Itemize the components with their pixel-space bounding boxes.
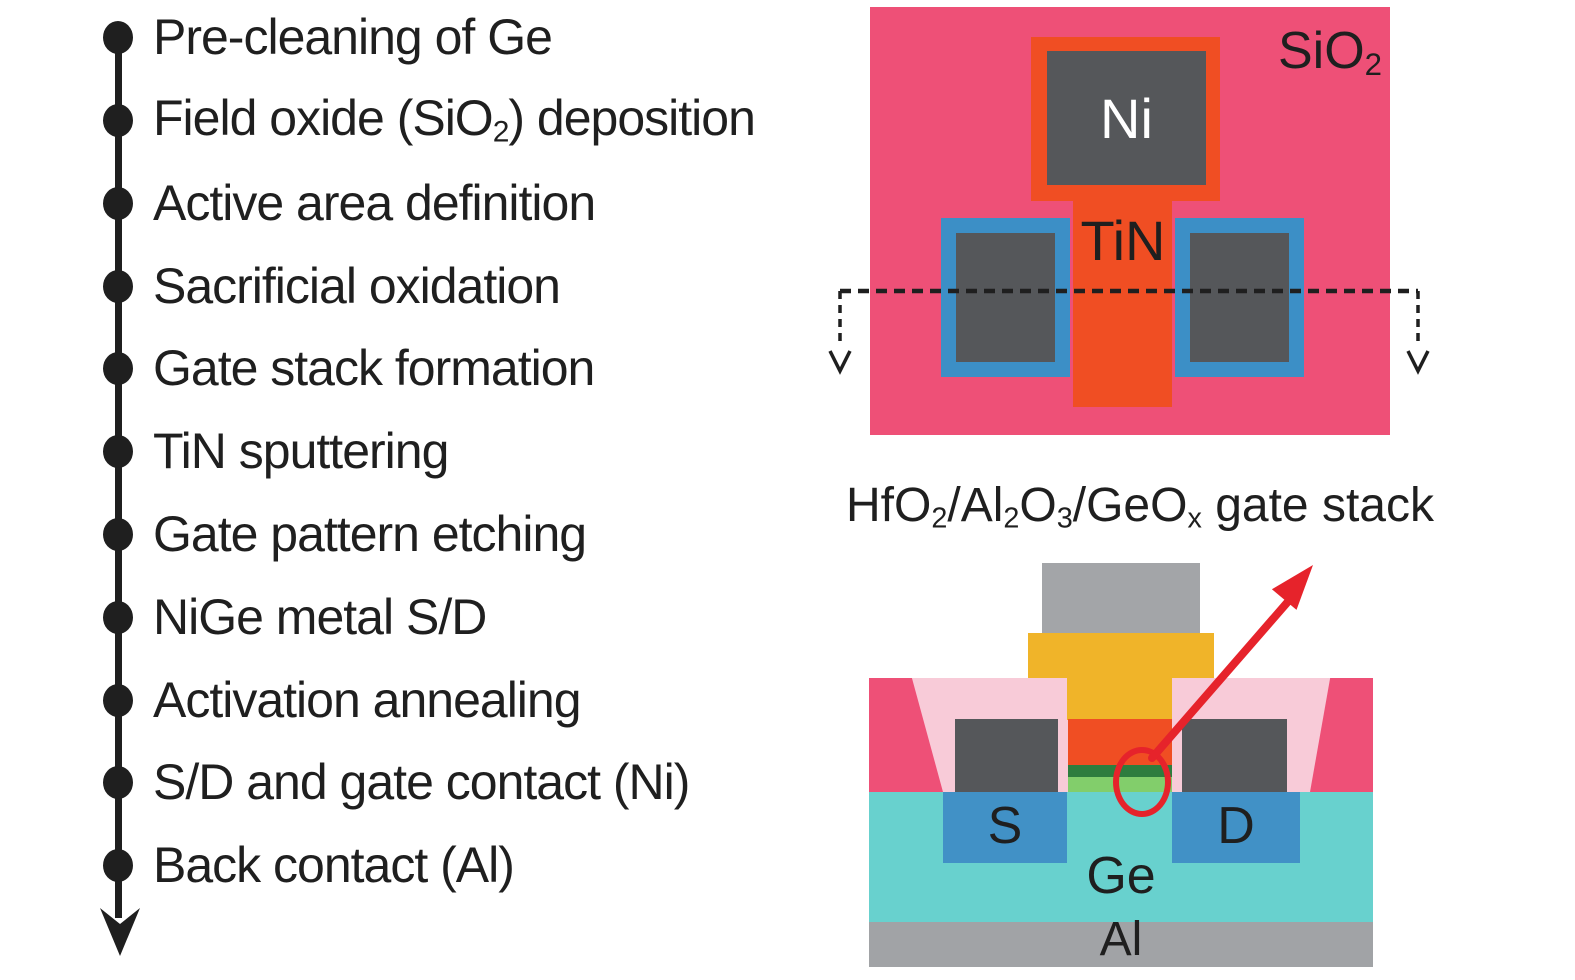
source-well: S	[943, 792, 1067, 863]
timeline-line	[115, 30, 122, 918]
process-step-label: NiGe metal S/D	[153, 589, 487, 645]
timeline-arrowhead-icon	[100, 908, 140, 956]
process-step: Sacrificial oxidation	[103, 256, 561, 316]
source-label: S	[987, 797, 1023, 855]
process-step-label: Activation annealing	[153, 672, 582, 728]
sd-pad-right	[1175, 218, 1304, 377]
tin-gate-top	[1028, 633, 1214, 679]
cross-section-title: HfO2/Al2O3/GeOx gate stack	[846, 479, 1434, 535]
process-step-label: Pre-cleaning of Ge	[153, 9, 553, 65]
tin-label: TiN	[1080, 209, 1166, 272]
bullet-dot	[103, 434, 133, 468]
sio2-label: SiO2	[1277, 22, 1382, 82]
drain-metal-contact	[1182, 719, 1287, 792]
gate-stack-highlight-circle	[1113, 747, 1171, 817]
drain-well: D	[1172, 792, 1300, 863]
tin-gate-line	[1073, 201, 1172, 407]
process-step-label: Field oxide (SiO2) deposition	[153, 89, 756, 149]
topview-diagram: Ni TiN SiO2	[870, 7, 1390, 435]
process-step-label: TiN sputtering	[153, 423, 449, 479]
process-step: TiN sputtering	[103, 421, 449, 481]
ge-substrate: S D Ge	[869, 792, 1373, 922]
process-step: S/D and gate contact (Ni)	[103, 752, 690, 812]
al-back-contact: Al	[869, 916, 1373, 967]
back-contact-label: Al	[1099, 913, 1143, 966]
bullet-dot	[103, 20, 133, 54]
process-step: Field oxide (SiO2) deposition	[103, 89, 756, 150]
sd-pad-left	[941, 218, 1070, 377]
process-step: Activation annealing	[103, 670, 582, 730]
bullet-dot	[103, 103, 133, 137]
process-step-label: Active area definition	[153, 175, 596, 231]
bullet-dot	[103, 683, 133, 717]
sd-pad-right-inner	[1190, 233, 1289, 362]
bullet-dot	[103, 351, 133, 385]
ni-label: Ni	[1100, 86, 1153, 150]
bullet-dot	[103, 269, 133, 303]
process-step-label: Sacrificial oxidation	[153, 258, 561, 314]
process-step-label: Gate pattern etching	[153, 506, 587, 562]
cutline-overlay	[828, 288, 1430, 375]
drain-label: D	[1217, 797, 1255, 855]
bullet-dot	[103, 600, 133, 634]
process-step: Gate pattern etching	[103, 504, 587, 564]
sd-pad-left-inner	[956, 233, 1055, 362]
cutline-arrow-right-icon	[1406, 350, 1430, 375]
gate-stack-pointer-arrow	[1148, 565, 1313, 762]
bullet-dot	[103, 765, 133, 799]
process-step: Gate stack formation	[103, 338, 595, 398]
process-step: Active area definition	[103, 173, 596, 233]
process-step-label: S/D and gate contact (Ni)	[153, 754, 690, 810]
ni-gate-contact: Ni	[1047, 51, 1206, 185]
process-step: NiGe metal S/D	[103, 587, 487, 647]
process-step-label: Gate stack formation	[153, 340, 595, 396]
ni-top-contact	[1042, 563, 1200, 634]
process-step: Back contact (Al)	[103, 835, 515, 895]
source-metal-contact	[955, 719, 1058, 792]
bullet-dot	[103, 848, 133, 882]
process-step-label: Back contact (Al)	[153, 837, 515, 893]
process-step: Pre-cleaning of Ge	[103, 7, 553, 67]
bullet-dot	[103, 517, 133, 551]
substrate-label: Ge	[1086, 847, 1156, 905]
cutline-arrow-left-icon	[828, 350, 852, 375]
bullet-dot	[103, 186, 133, 220]
tin-gate-stem	[1067, 678, 1172, 720]
